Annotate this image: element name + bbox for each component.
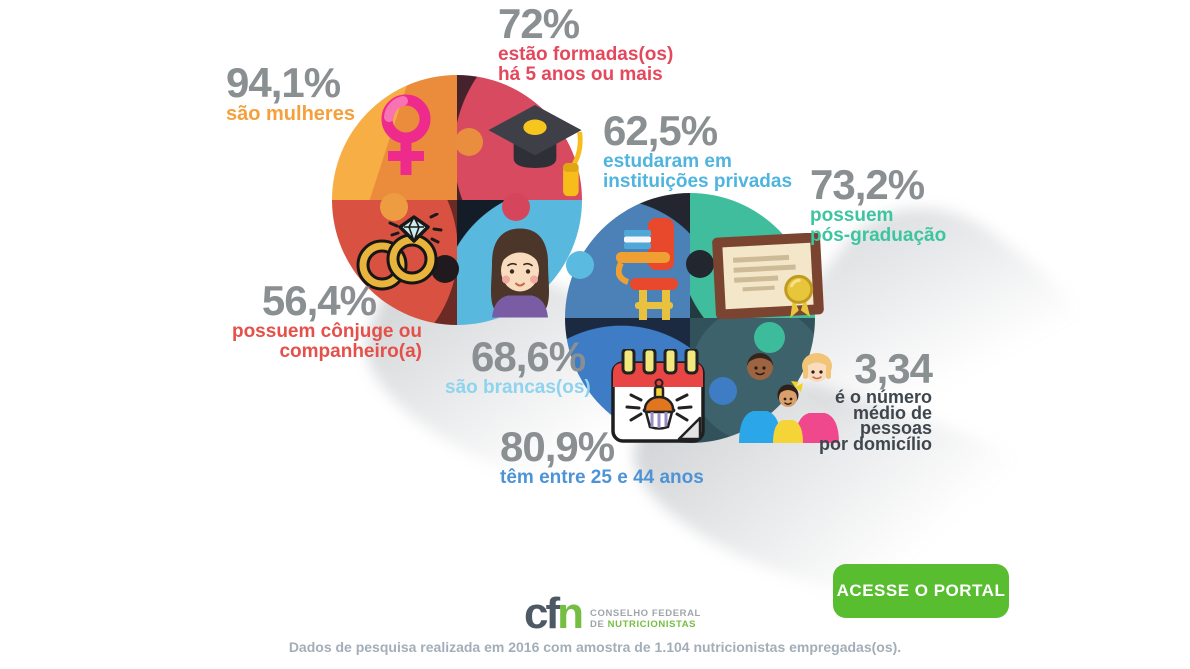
puzzle-knob xyxy=(754,322,785,353)
logo-n-letter: n xyxy=(557,589,584,638)
puzzle-knob xyxy=(502,193,530,221)
stat-label: instituições privadas xyxy=(603,170,793,192)
puzzle-knob xyxy=(566,251,594,279)
diploma-icon xyxy=(712,233,824,319)
logo-cf-letters: cf xyxy=(524,589,560,638)
stat-label: companheiro(a) xyxy=(279,340,422,362)
stat-label: são brancas(os) xyxy=(445,377,591,398)
stat-value: 72% xyxy=(498,0,580,47)
cfn-logo: cfn CONSELHO FEDERAL DE NUTRICIONISTAS xyxy=(524,592,701,636)
stat-formadas: 72% estão formadas(os) há 5 anos ou mais xyxy=(498,3,673,85)
stat-label: por domicílio xyxy=(818,433,932,454)
stat-conjuge: 56,4% possuem cônjuge ou companheiro(a) xyxy=(190,280,422,362)
puzzle-knob xyxy=(455,128,483,156)
stat-domicilio: 3,34 é o número médio de pessoas por dom… xyxy=(732,345,933,454)
stat-label: pós-graduação xyxy=(810,224,947,246)
woman-face-icon xyxy=(491,228,549,318)
stat-idade: 80,9% têm entre 25 e 44 anos xyxy=(500,426,704,488)
logo-line-2-prefix: DE xyxy=(590,619,608,630)
logo-line-2-highlight: NUTRICIONISTAS xyxy=(607,619,697,630)
survey-footnote: Dados de pesquisa realizada em 2016 com … xyxy=(288,639,902,655)
stat-label: pessoas xyxy=(859,418,932,438)
puzzle-knob xyxy=(709,377,737,405)
logo-line-1: CONSELHO FEDERAL xyxy=(590,608,701,619)
stat-label: são mulheres xyxy=(226,103,355,125)
cfn-logo-acronym: cfn xyxy=(524,592,584,636)
puzzle-knob xyxy=(686,250,714,278)
stat-label: é o número xyxy=(834,387,932,407)
stat-value: 62,5% xyxy=(603,107,718,154)
wedding-rings-icon xyxy=(356,213,443,291)
stat-value: 3,34 xyxy=(854,345,933,392)
stat-value: 56,4% xyxy=(261,277,377,324)
stat-label: têm entre 25 e 44 anos xyxy=(500,467,704,488)
stat-label: há 5 anos ou mais xyxy=(498,63,663,85)
access-portal-button[interactable]: ACESSE O PORTAL xyxy=(833,564,1009,618)
logo-line-2: DE NUTRICIONISTAS xyxy=(590,619,701,630)
stat-instituicoes: 62,5% estudaram em instituições privadas xyxy=(603,110,792,192)
birthday-calendar-icon xyxy=(611,349,705,443)
stat-mulheres: 94,1% são mulheres xyxy=(226,62,355,125)
stat-value: 68,6% xyxy=(471,333,586,380)
school-desk-icon xyxy=(616,218,678,320)
cfn-logo-text: CONSELHO FEDERAL DE NUTRICIONISTAS xyxy=(590,608,701,630)
female-symbol-icon xyxy=(381,94,431,175)
puzzle-knob xyxy=(380,193,408,221)
stat-value: 80,9% xyxy=(500,423,615,470)
stat-label: estão formadas(os) xyxy=(498,44,674,65)
family-icon xyxy=(739,353,839,443)
stat-label: possuem xyxy=(810,205,894,226)
stat-label: estudaram em xyxy=(603,151,732,172)
stat-brancas: 68,6% são brancas(os) xyxy=(445,336,591,398)
stat-value: 73,2% xyxy=(810,161,925,208)
stat-label: médio de xyxy=(852,402,932,423)
graduation-cap-icon xyxy=(488,104,583,197)
stat-label: possuem cônjuge ou xyxy=(231,321,422,342)
stat-value: 94,1% xyxy=(226,59,341,106)
stat-posgraduacao: 73,2% possuem pós-graduação xyxy=(810,164,946,246)
